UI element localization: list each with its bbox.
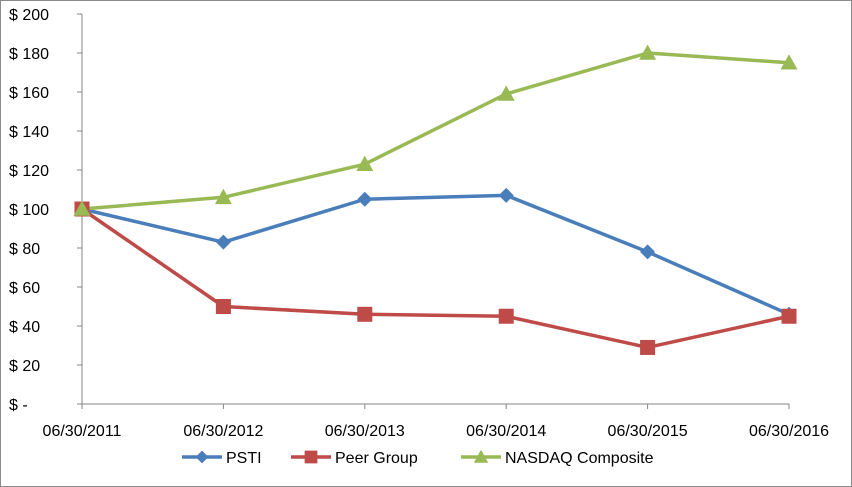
x-tick-label: 06/30/2013	[325, 423, 405, 440]
legend-label: Peer Group	[335, 450, 418, 467]
series-line	[80, 193, 791, 317]
data-point	[356, 155, 374, 171]
series-lines	[73, 44, 798, 355]
y-tick-label: $ 140	[9, 124, 49, 141]
x-tick-label: 06/30/2014	[466, 423, 546, 440]
data-point	[73, 200, 91, 216]
data-point	[781, 308, 797, 324]
tick-labels: $ - $ 20 $ 40 $ 60 $ 80 $ 100 $ 120 $ 140 $ 160 $…	[9, 7, 829, 440]
y-tick-label: $ 120	[9, 163, 49, 180]
y-tick-label: $ 100	[9, 202, 49, 219]
data-point	[498, 187, 514, 203]
legend-label: NASDAQ Composite	[505, 450, 654, 467]
data-point	[498, 308, 514, 324]
data-point	[215, 299, 231, 314]
data-point	[639, 44, 657, 60]
legend-swatch-marker	[195, 450, 209, 464]
x-tick-label: 06/30/2015	[608, 423, 688, 440]
axes	[77, 13, 790, 409]
y-tick-label: $ 20	[9, 358, 40, 375]
data-point	[640, 339, 656, 355]
y-tick-label: $ 160	[9, 85, 49, 102]
data-point	[215, 234, 231, 250]
y-tick-label: $ 180	[9, 46, 49, 63]
data-point	[780, 54, 798, 70]
y-tick-label: $ -	[9, 397, 28, 414]
legend: PSTI Peer Group NASDAQ Composite	[182, 449, 654, 467]
legend-swatch-marker	[473, 449, 489, 463]
legend-label: PSTI	[226, 450, 262, 467]
x-tick-label: 06/30/2016	[749, 423, 829, 440]
y-tick-label: $ 40	[9, 319, 40, 336]
data-point	[640, 244, 656, 260]
y-tick-label: $ 60	[9, 280, 40, 297]
x-tick-label: 06/30/2011	[43, 423, 122, 440]
legend-item: Peer Group	[291, 450, 418, 467]
data-point	[357, 191, 373, 207]
data-point	[497, 85, 515, 101]
series-line	[80, 207, 791, 350]
legend-item: PSTI	[182, 450, 262, 467]
data-point	[357, 306, 373, 322]
y-tick-label: $ 200	[9, 7, 49, 24]
x-tick-label: 06/30/2012	[183, 423, 263, 440]
y-tick-label: $ 80	[9, 241, 40, 258]
data-point	[214, 188, 232, 205]
legend-swatch-marker	[304, 450, 318, 464]
series-line	[80, 51, 791, 211]
legend-item: NASDAQ Composite	[461, 449, 654, 467]
